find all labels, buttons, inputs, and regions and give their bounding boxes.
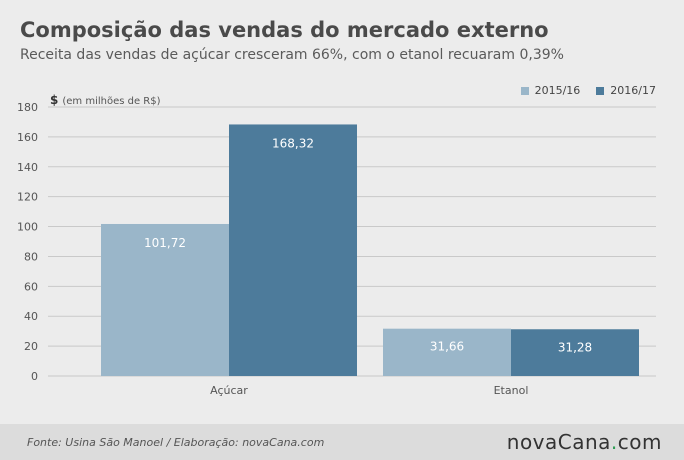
legend-swatch-2016 [596, 86, 605, 95]
novacana-logo: novaCana.com [507, 430, 662, 454]
legend-label-2015: 2015/16 [534, 84, 581, 97]
logo-dot: . [610, 430, 618, 454]
legend-item-2016: 2016/17 [596, 84, 656, 97]
currency-symbol: $ [50, 93, 59, 107]
y-tick-label: 40 [24, 310, 38, 323]
footer: Fonte: Usina São Manoel / Elaboração: no… [0, 424, 684, 460]
data-label: 101,72 [144, 236, 186, 250]
y-axis-unit-label: (em milhões de R$) [62, 96, 161, 107]
y-tick-label: 180 [17, 101, 38, 114]
data-label: 31,28 [558, 340, 592, 354]
chart-subtitle: Receita das vendas de açúcar cresceram 6… [20, 47, 564, 63]
legend-swatch-2015 [520, 86, 529, 95]
logo-suffix: com [617, 430, 662, 454]
legend-item-2015: 2015/16 [520, 84, 581, 97]
y-tick-label: 120 [17, 191, 38, 204]
x-tick-label: Açúcar [210, 384, 248, 397]
source-note: Fonte: Usina São Manoel / Elaboração: no… [27, 436, 325, 449]
y-tick-label: 140 [17, 161, 38, 174]
bar [101, 223, 229, 376]
chart-title: Composição das vendas do mercado externo [20, 18, 549, 42]
x-tick-label: Etanol [494, 384, 529, 397]
data-label: 31,66 [430, 340, 464, 354]
y-tick-label: 60 [24, 280, 38, 293]
bar [383, 328, 511, 376]
y-axis-unit: $ (em milhões de R$) [50, 93, 161, 107]
y-tick-label: 80 [24, 250, 38, 263]
bar [511, 329, 639, 376]
bar-chart: 0 20 40 60 80 100 120 140 160 180 101,72 31,66 168,3… [17, 101, 656, 397]
y-tick-label: 20 [24, 340, 38, 353]
bar [229, 124, 357, 376]
y-tick-label: 0 [31, 370, 38, 383]
chart-legend: 2015/16 2016/17 [520, 84, 656, 97]
logo-text: novaCana [506, 430, 611, 454]
y-tick-label: 100 [17, 221, 38, 234]
data-label: 168,32 [272, 136, 314, 150]
legend-label-2016: 2016/17 [610, 84, 656, 97]
y-tick-label: 160 [17, 131, 38, 144]
